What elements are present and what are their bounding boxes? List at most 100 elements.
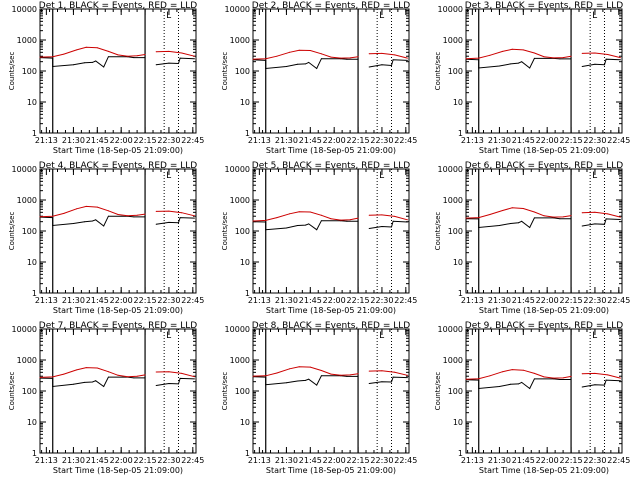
y-tick-label: 1000 [443, 356, 463, 365]
data-point-events [297, 225, 299, 226]
y-tick-label: 100 [235, 67, 250, 76]
data-point-lld [127, 55, 129, 57]
y-tick-label: 1000 [443, 196, 463, 205]
y-tick-label: 1 [245, 449, 250, 458]
data-point-events [406, 377, 408, 379]
data-point-lld [252, 220, 254, 222]
y-tick-label: 1 [32, 449, 37, 458]
data-point-lld [136, 214, 138, 216]
data-point-lld [320, 53, 322, 55]
data-point-events [478, 59, 480, 61]
y-tick-label: 10 [453, 98, 463, 107]
data-point-lld [502, 371, 504, 373]
x-tick-label: 22:00 [323, 136, 346, 145]
data-point-events [265, 229, 267, 231]
marker-l-label: L [379, 171, 384, 181]
data-point-lld [553, 57, 555, 59]
x-axis-label: Start Time (18-Sep-05 21:09:00) [53, 466, 183, 475]
data-point-events [92, 61, 93, 63]
data-point-events [265, 59, 267, 61]
data-point-events [320, 58, 322, 60]
x-tick-label: 21:45 [512, 296, 535, 305]
data-point-events [392, 376, 394, 378]
x-tick-label: 22:15 [134, 296, 157, 305]
data-point-lld [265, 375, 267, 377]
x-tick-label: 22:00 [323, 456, 346, 465]
x-axis-label: Start Time (18-Sep-05 21:09:00) [479, 306, 609, 315]
x-tick-label: 22:15 [347, 456, 370, 465]
series-line-lld [465, 369, 572, 380]
data-point-events [179, 57, 181, 59]
data-point-events [155, 385, 157, 386]
data-point-events [357, 58, 359, 60]
chart-panel-8: 1 10 100 1000 10000 21:13 21:30 21:45 22:00 22:15… [221, 321, 417, 475]
chart-title: Det 9, BLACK = Events, RED = LLD [465, 321, 624, 331]
data-point-lld [276, 55, 278, 57]
data-point-lld [181, 212, 183, 214]
data-point-events [265, 384, 267, 386]
data-point-events [368, 383, 370, 384]
series-line-events [582, 218, 621, 227]
data-point-events [52, 66, 54, 67]
data-point-events [168, 62, 170, 64]
chart-title: Det 6, BLACK = Events, RED = LLD [465, 161, 624, 171]
y-tick-label: 100 [22, 227, 37, 236]
data-point-events [308, 223, 310, 225]
data-point-events [178, 222, 179, 224]
plot-frame [252, 8, 410, 134]
series-line-lld [369, 52, 408, 59]
data-point-events [285, 382, 287, 384]
chart-panel-6: 1 10 100 1000 10000 21:13 21:30 21:45 22:00 22:15… [434, 161, 630, 315]
y-tick-label: 10000 [438, 5, 463, 14]
data-point-lld [478, 378, 480, 380]
data-point-events [478, 379, 480, 381]
y-axis-label: Counts/sec [434, 212, 442, 251]
y-axis-label: Counts/sec [8, 52, 16, 91]
data-point-lld [320, 370, 322, 371]
x-tick-label: 21:30 [275, 456, 298, 465]
data-point-lld [96, 206, 98, 208]
data-point-events [346, 58, 348, 60]
data-point-events [529, 227, 531, 228]
plot-frame [465, 8, 623, 134]
data-point-events [478, 388, 480, 389]
x-tick-label: 21:30 [488, 296, 511, 305]
data-point-events [133, 377, 135, 379]
data-point-events [518, 62, 519, 64]
y-tick-label: 10 [240, 258, 250, 267]
data-point-lld [368, 214, 370, 216]
y-tick-label: 100 [22, 387, 37, 396]
data-point-lld [63, 212, 65, 214]
x-tick-label: 21:13 [461, 296, 484, 305]
data-point-events [193, 58, 195, 60]
data-point-events [305, 379, 306, 381]
y-tick-label: 10 [27, 258, 37, 267]
data-point-events [521, 61, 523, 63]
series-line-lld [252, 211, 359, 222]
y-tick-label: 10000 [12, 325, 37, 334]
data-point-events [193, 378, 195, 380]
data-point-events [521, 381, 523, 383]
data-point-events [604, 384, 605, 386]
x-tick-label: 21:45 [86, 136, 109, 145]
x-tick-label: 21:13 [35, 136, 58, 145]
data-point-events [265, 376, 267, 378]
x-tick-label: 22:00 [110, 456, 133, 465]
data-point-events [285, 66, 287, 67]
chart-title: Det 8, BLACK = Events, RED = LLD [252, 321, 411, 331]
series-line-events [156, 217, 195, 225]
y-tick-label: 10000 [225, 325, 250, 334]
chart-panel-7: 1 10 100 1000 10000 21:13 21:30 21:45 22:00 22:15… [8, 321, 204, 475]
data-point-events [297, 63, 299, 65]
x-axis-label: Start Time (18-Sep-05 21:09:00) [266, 466, 396, 475]
x-tick-label: 22:00 [536, 296, 559, 305]
data-point-events [144, 377, 146, 379]
data-point-events [391, 65, 392, 66]
data-point-lld [76, 208, 78, 210]
data-point-lld [543, 376, 545, 378]
data-point-lld [144, 374, 146, 376]
data-point-lld [502, 210, 504, 211]
data-point-lld [252, 58, 254, 60]
data-point-lld [406, 219, 408, 221]
data-point-lld [168, 210, 170, 212]
